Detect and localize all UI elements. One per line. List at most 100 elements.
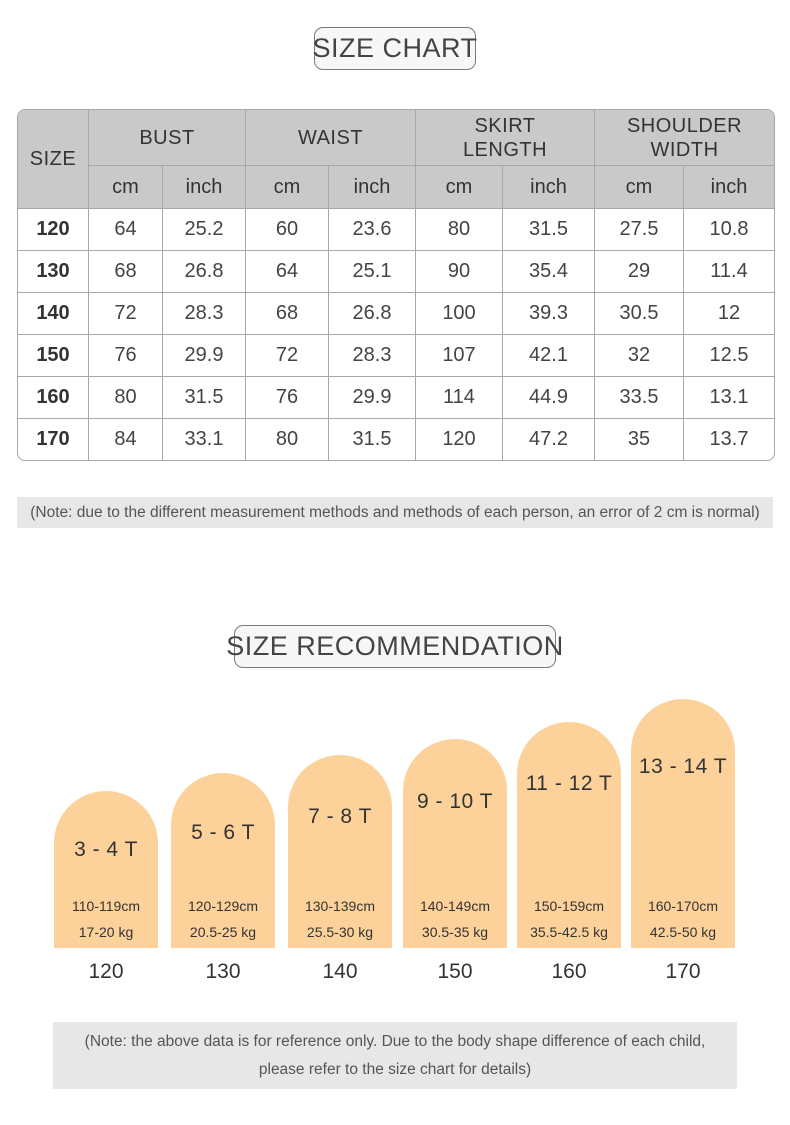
unit-header: inch [684,166,775,209]
height-range: 160-170cm [647,898,719,914]
size-bar: 3 - 4 T 110-119cm 17-20 kg [54,791,158,948]
age-label: 3 - 4 T [74,838,138,861]
measurement-cell: 72 [246,335,329,377]
measurement-cell: 80 [89,377,163,419]
measurement-cell: 80 [416,209,503,251]
size-bar: 5 - 6 T 120-129cm 20.5-25 kg [171,773,275,948]
weight-range: 25.5-30 kg [306,924,374,940]
size-cell: 140 [18,293,89,335]
size-cell: 170 [18,419,89,460]
size-label: 170 [665,960,701,983]
unit-header: cm [416,166,503,209]
age-label: 9 - 10 T [417,790,493,813]
measurement-cell: 107 [416,335,503,377]
measurement-cell: 90 [416,251,503,293]
measurement-cell: 13.1 [684,377,775,419]
measurement-cell: 76 [246,377,329,419]
measurement-cell: 44.9 [503,377,595,419]
size-header: SIZE [18,110,89,209]
size-recommendation-note: (Note: the above data is for reference o… [53,1022,737,1089]
age-label: 11 - 12 T [525,772,613,795]
height-range: 120-129cm [187,898,259,914]
table-row: 160 80 31.5 76 29.9 114 44.9 33.5 13.1 [18,377,775,419]
size-cell: 150 [18,335,89,377]
size-bar: 13 - 14 T 160-170cm 42.5-50 kg [631,699,735,948]
measurement-cell: 31.5 [329,419,416,460]
weight-range: 35.5-42.5 kg [530,924,608,940]
measurement-cell: 30.5 [595,293,684,335]
measurement-cell: 100 [416,293,503,335]
size-label: 140 [322,960,358,983]
size-label: 130 [205,960,241,983]
size-cell: 160 [18,377,89,419]
unit-header: cm [89,166,163,209]
skirt-length-header: SKIRT LENGTH [416,110,595,166]
measurement-cell: 47.2 [503,419,595,460]
measurement-cell: 42.1 [503,335,595,377]
measurement-cell: 32 [595,335,684,377]
age-label: 13 - 14 T [638,755,728,778]
height-range: 150-159cm [533,898,605,914]
measurement-cell: 33.5 [595,377,684,419]
measurement-cell: 35 [595,419,684,460]
measurement-cell: 28.3 [329,335,416,377]
table-row: 120 64 25.2 60 23.6 80 31.5 27.5 10.8 [18,209,775,251]
table-row: 130 68 26.8 64 25.1 90 35.4 29 11.4 [18,251,775,293]
unit-header: cm [595,166,684,209]
table-row: 170 84 33.1 80 31.5 120 47.2 35 13.7 [18,419,774,460]
unit-header: cm [246,166,329,209]
measurement-cell: 23.6 [329,209,416,251]
unit-header: inch [163,166,246,209]
measurement-cell: 76 [89,335,163,377]
measurement-cell: 29 [595,251,684,293]
size-recommendation-title: SIZE RECOMMENDATION [226,625,563,668]
unit-header: inch [329,166,416,209]
height-range: 130-139cm [304,898,376,914]
measurement-cell: 26.8 [163,251,246,293]
weight-range: 42.5-50 kg [649,924,717,940]
measurement-cell: 68 [246,293,329,335]
measurement-cell: 13.7 [709,428,749,450]
note-line-1: (Note: the above data is for reference o… [84,1032,706,1050]
measurement-cell: 11.4 [684,251,775,293]
size-label: 120 [88,960,124,983]
measurement-cell: 10.8 [684,209,775,251]
age-label: 7 - 8 T [308,805,372,828]
measurement-cell: 29.9 [163,335,246,377]
measurement-cell: 64 [89,209,163,251]
weight-range: 20.5-25 kg [189,924,257,940]
measurement-cell: 25.1 [329,251,416,293]
size-chart-note: (Note: due to the different measurement … [17,497,773,528]
age-label: 5 - 6 T [191,821,255,844]
size-chart-table: SIZE BUST WAIST SKIRT LENGTH SHOULDER WIDT… [17,109,776,461]
measurement-cell: 64 [246,251,329,293]
measurement-cell: 80 [246,419,329,460]
measurement-cell: 26.8 [329,293,416,335]
size-bar: 7 - 8 T 130-139cm 25.5-30 kg [288,755,392,948]
weight-range: 17-20 kg [78,924,134,940]
size-bar: 11 - 12 T 150-159cm 35.5-42.5 kg [517,722,621,948]
size-label: 160 [551,960,587,983]
size-bar: 9 - 10 T 140-149cm 30.5-35 kg [403,739,507,948]
measurement-cell: 12.5 [684,335,775,377]
measurement-cell: 28.3 [163,293,246,335]
size-label: 150 [437,960,473,983]
weight-range: 30.5-35 kg [421,924,489,940]
height-range: 140-149cm [419,898,491,914]
shoulder-width-header: SHOULDER WIDTH [595,110,775,166]
measurement-cell: 68 [89,251,163,293]
size-cell: 120 [18,209,89,251]
measurement-cell: 60 [246,209,329,251]
measurement-cell: 120 [416,419,503,460]
measurement-cell: 31.5 [163,377,246,419]
measurement-cell: 33.1 [163,419,246,460]
measurement-cell: 12 [684,293,775,335]
bust-header: BUST [89,110,246,166]
measurement-cell: 27.5 [595,209,684,251]
note-line-2: please refer to the size chart for detai… [258,1060,532,1078]
waist-header: WAIST [246,110,416,166]
measurement-cell: 72 [89,293,163,335]
table-row: 140 72 28.3 68 26.8 100 39.3 30.5 12 [18,293,775,335]
table-row: 150 76 29.9 72 28.3 107 42.1 32 12.5 [18,335,775,377]
unit-header: inch [503,166,595,209]
